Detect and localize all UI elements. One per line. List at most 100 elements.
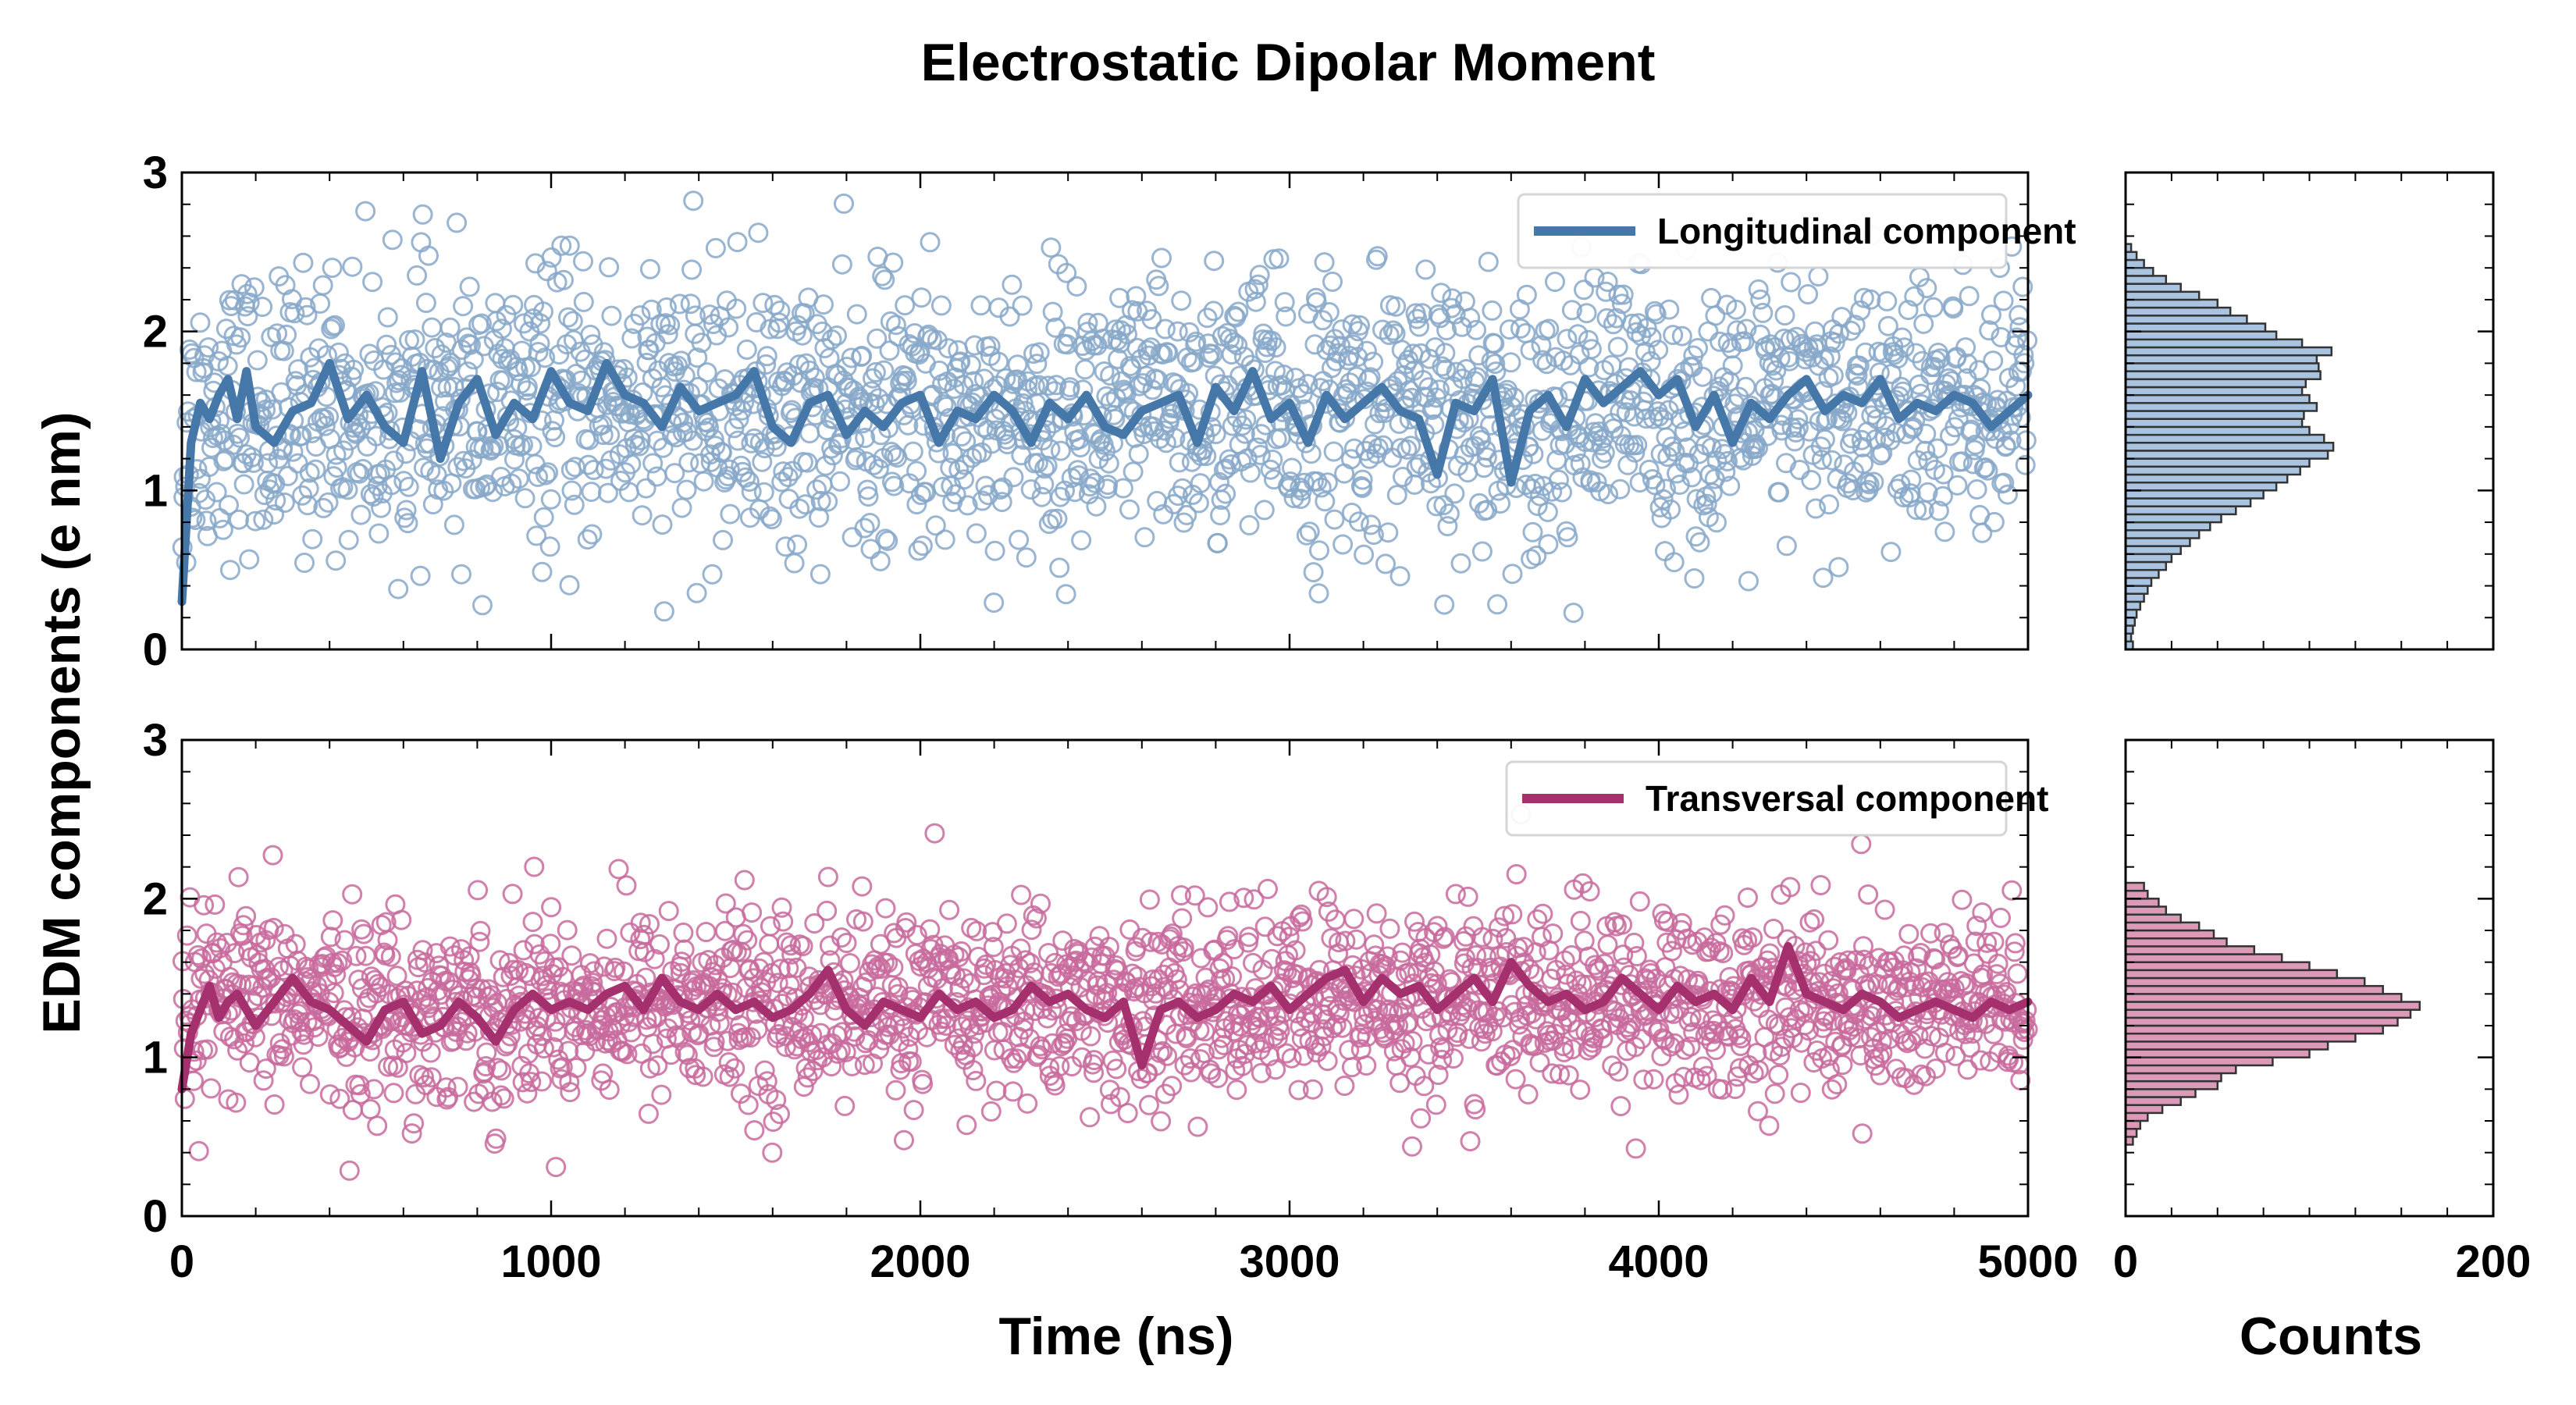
scatter-point bbox=[421, 1067, 442, 1088]
scatter-point bbox=[513, 434, 533, 455]
scatter-point bbox=[830, 471, 851, 492]
scatter-point bbox=[708, 1001, 729, 1023]
longitudinal-timeseries-panel: 0 1 2 3 Longitudinal component bbox=[143, 148, 2076, 675]
histogram-bar bbox=[2124, 489, 2265, 500]
scatter-point bbox=[1820, 346, 1841, 367]
scatter-point bbox=[1244, 279, 1265, 300]
scatter-point bbox=[852, 911, 873, 932]
scatter-point bbox=[875, 898, 896, 919]
scatter-point bbox=[545, 427, 566, 447]
scatter-point bbox=[1303, 562, 1324, 583]
scatter-point bbox=[273, 1046, 294, 1067]
scatter-point bbox=[522, 912, 543, 933]
scatter-point bbox=[468, 880, 489, 901]
scatter-point bbox=[329, 1088, 350, 1109]
scatter-point bbox=[1411, 1108, 1432, 1129]
longitudinal-timeseries-ytick-label: 2 bbox=[143, 307, 168, 357]
scatter-point bbox=[1267, 926, 1288, 947]
scatter-point bbox=[1706, 933, 1727, 954]
scatter-point bbox=[1080, 468, 1101, 489]
scatter-point bbox=[792, 325, 813, 346]
scatter-point bbox=[674, 939, 695, 960]
scatter-point bbox=[1752, 302, 1774, 323]
scatter-point bbox=[517, 376, 538, 397]
scatter-point bbox=[723, 940, 743, 960]
scatter-point bbox=[2012, 276, 2033, 297]
scatter-point bbox=[660, 315, 681, 336]
scatter-point bbox=[1854, 949, 1875, 970]
scatter-point bbox=[1563, 603, 1584, 624]
scatter-point bbox=[841, 1055, 863, 1076]
scatter-point bbox=[322, 910, 343, 931]
scatter-point bbox=[1050, 440, 1071, 461]
scatter-point bbox=[1077, 312, 1098, 333]
scatter-point bbox=[810, 490, 831, 511]
scatter-point bbox=[1173, 937, 1194, 959]
scatter-point bbox=[944, 379, 965, 400]
scatter-point bbox=[1482, 300, 1503, 321]
scatter-point bbox=[447, 212, 468, 233]
scatter-point bbox=[201, 1078, 222, 1099]
scatter-point bbox=[1297, 374, 1318, 394]
histogram-bar bbox=[2124, 521, 2211, 532]
scatter-point bbox=[1659, 299, 1680, 320]
scatter-point bbox=[1731, 1028, 1752, 1049]
scatter-point bbox=[285, 934, 306, 955]
scatter-point bbox=[1970, 1050, 1991, 1071]
scatter-point bbox=[686, 582, 707, 603]
scatter-point bbox=[635, 478, 656, 499]
scatter-point bbox=[1464, 436, 1485, 457]
scatter-point bbox=[1343, 909, 1364, 930]
scatter-point bbox=[852, 876, 873, 897]
scatter-point bbox=[738, 1094, 759, 1115]
scatter-point bbox=[1502, 564, 1523, 585]
scatter-point bbox=[1998, 1048, 2019, 1069]
scatter-point bbox=[1335, 408, 1355, 429]
scatter-point bbox=[1411, 303, 1432, 324]
scatter-point bbox=[1799, 421, 1820, 442]
scatter-point bbox=[1375, 553, 1396, 574]
scatter-point bbox=[559, 574, 580, 596]
scatter-point bbox=[1112, 478, 1133, 499]
scatter-point bbox=[1460, 1131, 1481, 1152]
scatter-point bbox=[809, 564, 831, 585]
scatter-point bbox=[1957, 353, 1978, 374]
scatter-point bbox=[326, 457, 347, 478]
scatter-point bbox=[1400, 436, 1421, 457]
time-xtick-label: 3000 bbox=[1239, 1236, 1340, 1287]
scatter-point bbox=[268, 956, 289, 977]
scatter-point bbox=[984, 540, 1005, 561]
scatter-point bbox=[1059, 377, 1080, 398]
scatter-point bbox=[533, 507, 554, 528]
scatter-point bbox=[1780, 877, 1801, 898]
scatter-point bbox=[228, 866, 249, 887]
scatter-point bbox=[1222, 966, 1242, 987]
scatter-point bbox=[1274, 292, 1295, 313]
scatter-point bbox=[1830, 408, 1851, 429]
scatter-point bbox=[1884, 344, 1905, 365]
scatter-point bbox=[856, 972, 877, 993]
scatter-point bbox=[1821, 1079, 1842, 1100]
scatter-point bbox=[1923, 297, 1944, 318]
scatter-point bbox=[495, 1036, 516, 1057]
scatter-point bbox=[1058, 326, 1079, 347]
scatter-point bbox=[1332, 534, 1354, 555]
scatter-point bbox=[934, 529, 955, 550]
scatter-point bbox=[1800, 951, 1821, 972]
scatter-point bbox=[476, 1042, 497, 1063]
scatter-point bbox=[1532, 903, 1553, 924]
scatter-point bbox=[514, 488, 535, 509]
longitudinal-timeseries-ytick-label: 1 bbox=[143, 465, 168, 516]
scatter-point bbox=[258, 453, 279, 474]
scatter-point bbox=[1920, 1026, 1941, 1047]
scatter-point bbox=[1040, 439, 1061, 460]
scatter-point bbox=[1047, 508, 1068, 529]
scatter-point bbox=[1538, 534, 1559, 555]
scatter-point bbox=[1933, 464, 1954, 485]
scatter-point bbox=[1442, 288, 1463, 309]
scatter-point bbox=[660, 1044, 681, 1065]
scatter-point bbox=[705, 436, 726, 457]
scatter-point bbox=[1840, 1026, 1861, 1048]
scatter-point bbox=[1203, 301, 1224, 322]
scatter-point bbox=[1109, 1087, 1130, 1108]
